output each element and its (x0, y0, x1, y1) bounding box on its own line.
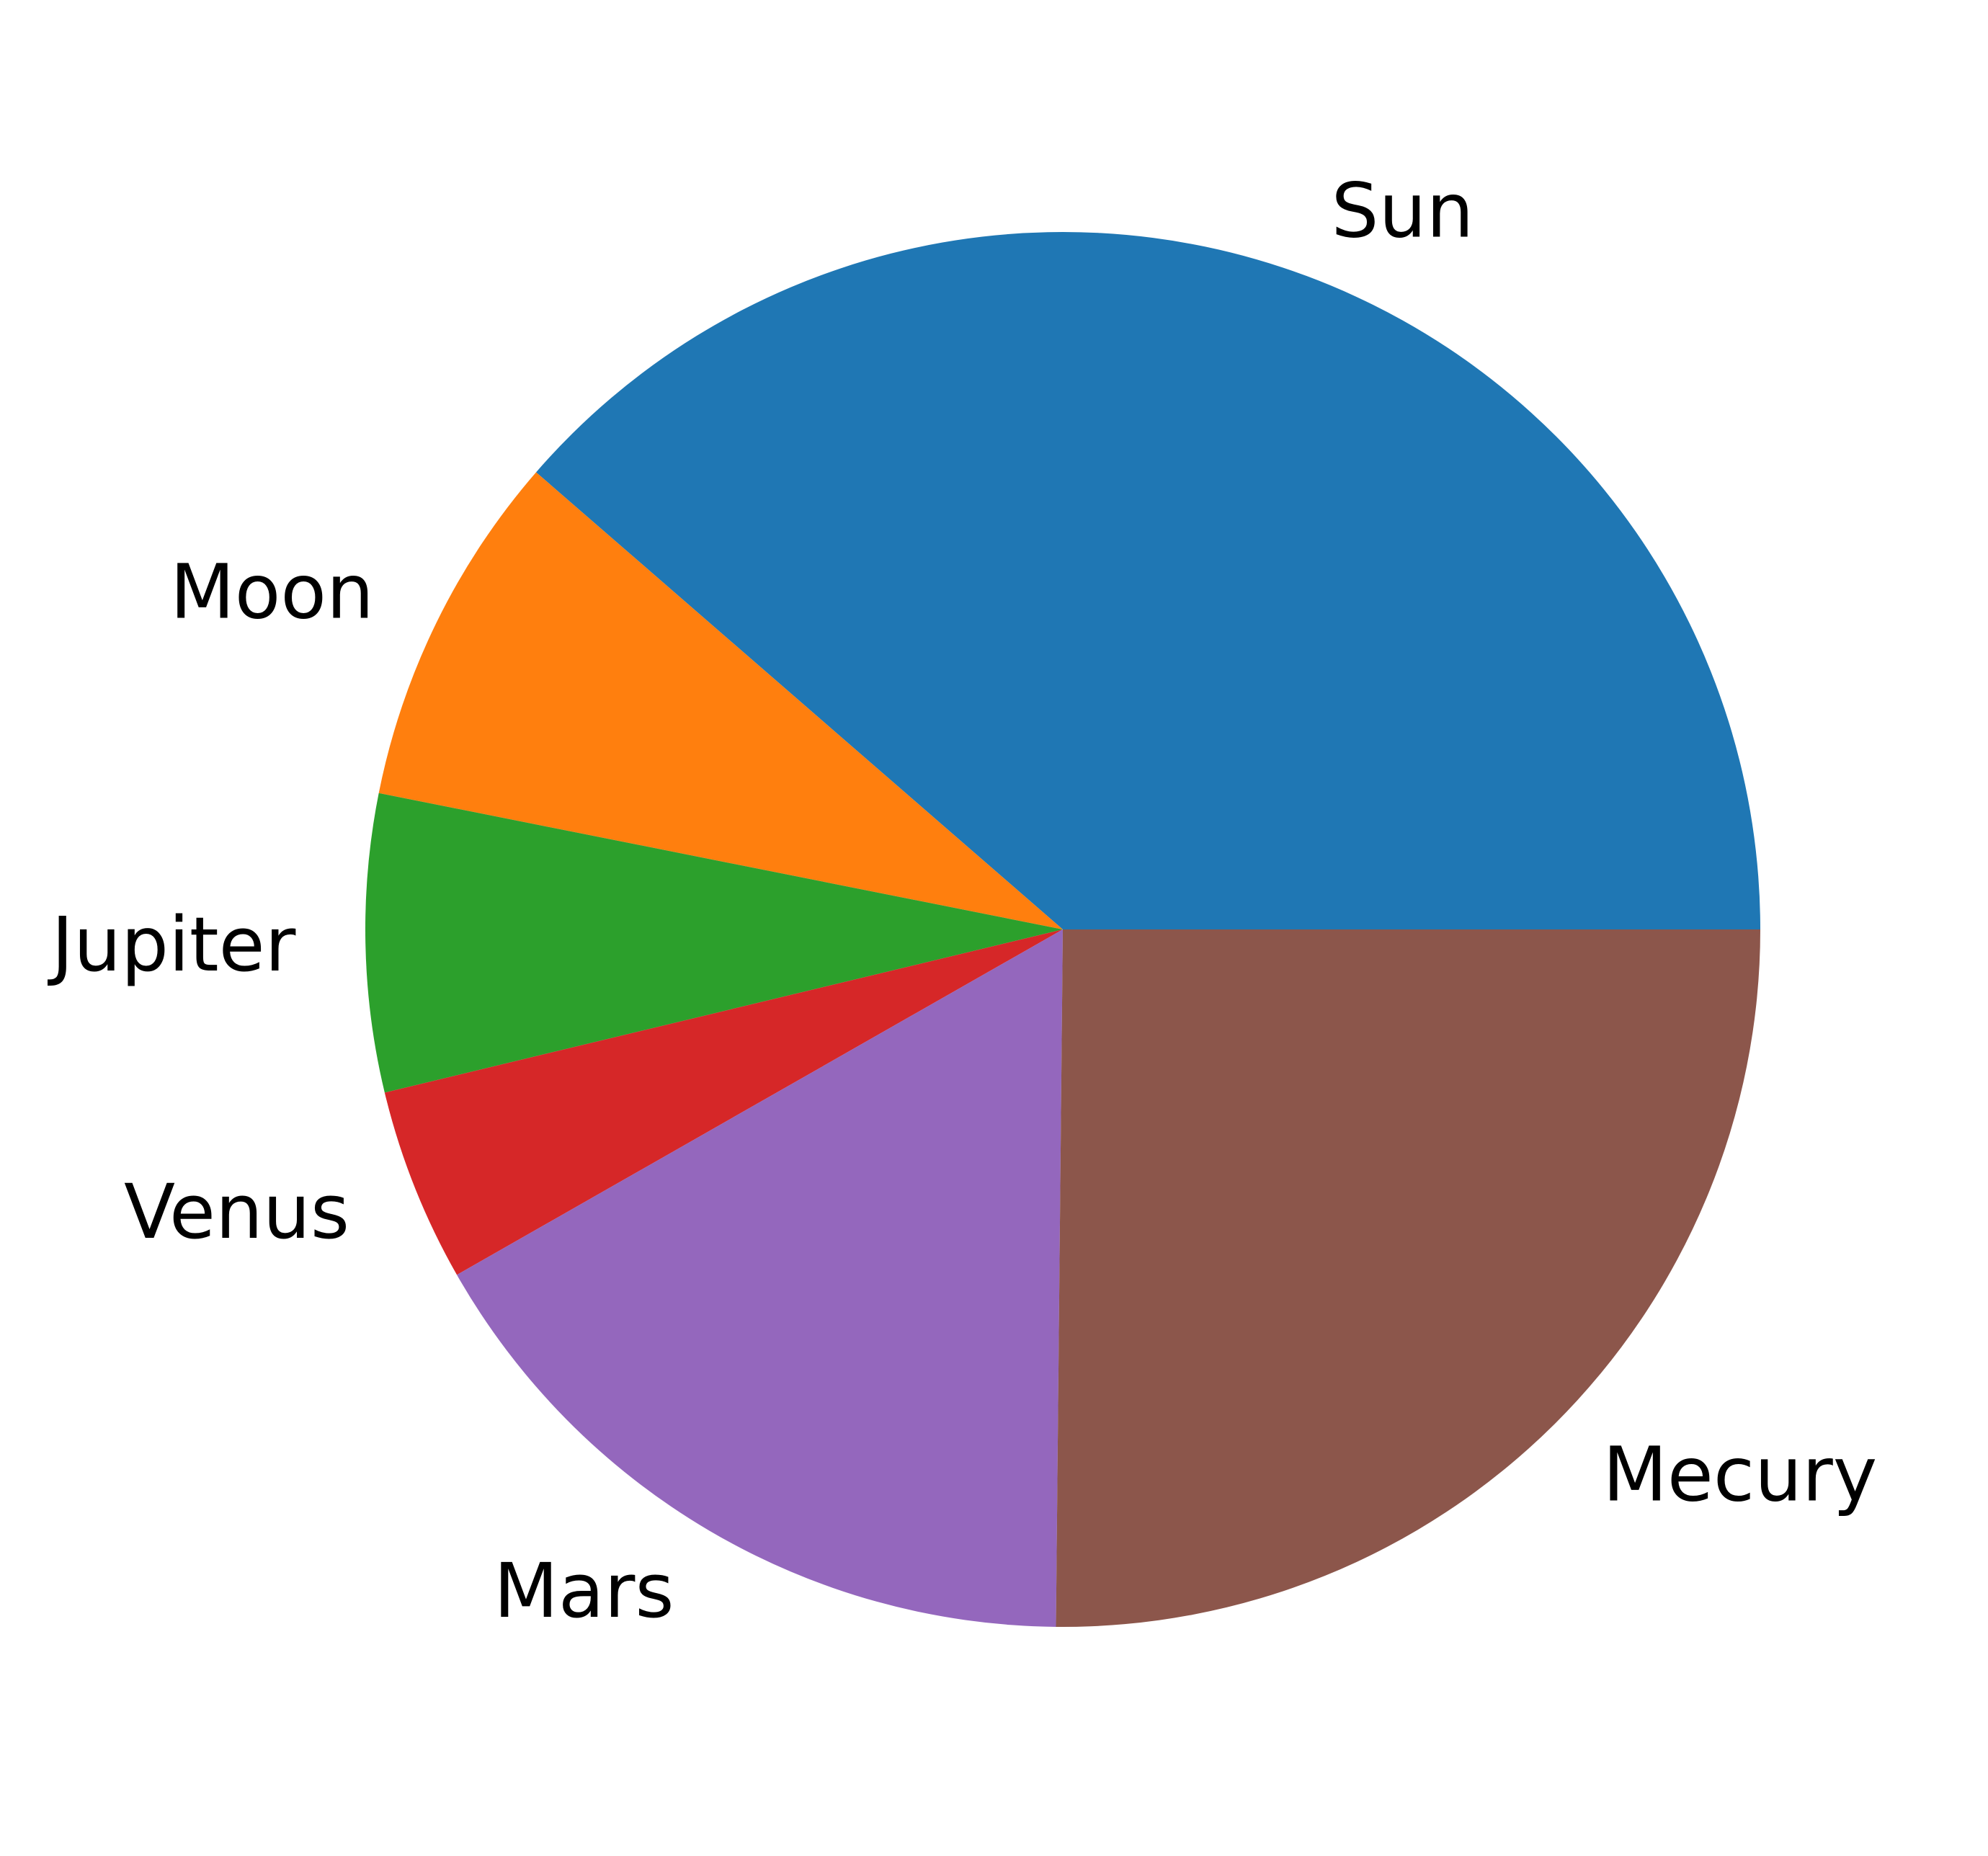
pie-label-jupiter: Jupiter (47, 901, 295, 989)
pie-slices (365, 231, 1760, 1627)
pie-slice-jupiter (365, 793, 1063, 1093)
pie-slice-moon (378, 472, 1063, 929)
pie-label-venus: Venus (124, 1168, 349, 1256)
pie-labels: Sun Moon Jupiter Venus Mars Mecury (47, 167, 1877, 1636)
pie-slice-venus (384, 929, 1063, 1275)
pie-slice-mars (457, 929, 1063, 1627)
pie-label-mecury: Mecury (1603, 1431, 1877, 1519)
pie-slice-sun (536, 231, 1760, 929)
pie-slice-mecury (1056, 929, 1760, 1627)
pie-label-mars: Mars (494, 1547, 674, 1635)
pie-label-moon: Moon (170, 548, 374, 635)
pie-label-sun: Sun (1332, 167, 1474, 255)
